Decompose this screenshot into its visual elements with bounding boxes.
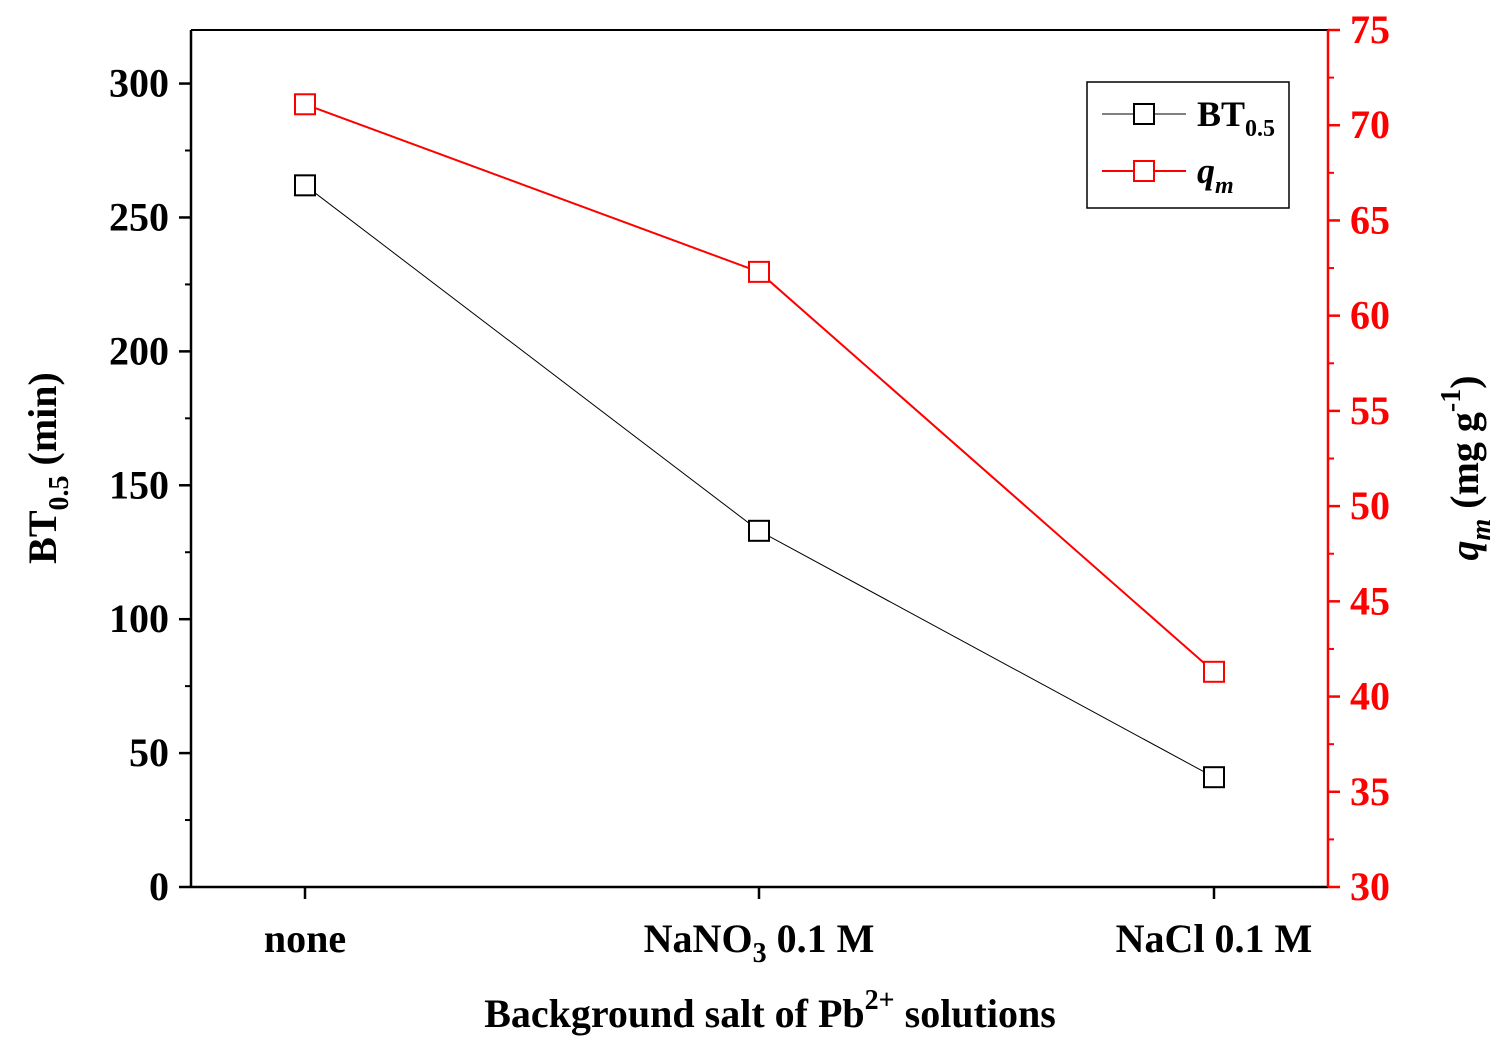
legend: BT0.5 qm: [1086, 81, 1290, 209]
series-line-2: [304, 103, 1215, 673]
category-text: NaCl 0.1 M: [1116, 916, 1313, 961]
y-axis-right-title: qm (mg g-1): [1436, 375, 1497, 560]
legend-box: [1086, 81, 1290, 209]
category-text: NaNO: [644, 916, 753, 961]
y-left-tick-label: 250: [109, 194, 169, 239]
y-right-tick-label: 75: [1350, 7, 1390, 52]
x-category-label: none: [264, 916, 346, 961]
series-layer: [294, 93, 1225, 789]
series-2-point: [294, 93, 316, 116]
x-axis-title-text: Background salt of Pb: [484, 991, 864, 1036]
legend-marker-1: [1133, 103, 1155, 125]
y-right-tick-label: 45: [1350, 578, 1390, 623]
series-2-point: [1203, 660, 1225, 683]
y-left-title-subscript: 0.5: [44, 475, 75, 510]
y-right-tick-label: 40: [1350, 674, 1390, 719]
y-left-tick-label: 50: [129, 730, 169, 775]
legend-marker-2: [1133, 160, 1155, 182]
series-2-point: [748, 260, 770, 283]
y-right-title-rest: (mg g: [1442, 412, 1487, 519]
legend-label-base: BT: [1197, 94, 1245, 134]
y-right-tick-label: 70: [1350, 102, 1390, 147]
y-right-title-end: ): [1442, 375, 1487, 388]
y-right-tick-label: 30: [1350, 864, 1390, 909]
y-right-title-subscript: m: [1466, 519, 1497, 541]
category-subscript: 3: [753, 938, 767, 969]
axis-titles: Background salt of Pb2+ solutions BT0.5 (…: [20, 372, 1497, 1036]
category-text-rest: 0.1 M: [767, 916, 875, 961]
axes: 0 50 100 150 200 250 300 30 35 40 45 50 55 60 65 70 75 no…: [109, 7, 1390, 969]
y-left-title-text: BT: [20, 510, 65, 564]
series-1-point: [1203, 766, 1225, 789]
y-left-tick-label: 150: [109, 462, 169, 507]
y-right-tick-label: 60: [1350, 293, 1390, 338]
x-category-label: NaCl 0.1 M: [1116, 916, 1313, 961]
series-1-point: [294, 174, 316, 197]
y-left-tick-label: 100: [109, 596, 169, 641]
legend-label-1: BT0.5: [1197, 94, 1275, 142]
category-text: none: [264, 916, 346, 961]
y-left-tick-label: 200: [109, 328, 169, 373]
y-right-title-symbol: q: [1442, 541, 1487, 561]
y-right-tick-label: 50: [1350, 483, 1390, 528]
y-right-title-superscript: -1: [1436, 389, 1467, 412]
x-axis-title-rest: solutions: [895, 991, 1056, 1036]
x-axis-title-superscript: 2+: [865, 985, 895, 1016]
legend-label-subscript: m: [1215, 173, 1234, 199]
x-category-label: NaNO3 0.1 M: [644, 916, 875, 969]
y-right-tick-label: 65: [1350, 197, 1390, 242]
y-right-tick-label: 55: [1350, 388, 1390, 433]
legend-label-base: q: [1197, 151, 1215, 191]
y-left-title-rest: (min): [20, 372, 65, 475]
y-left-tick-label: 0: [149, 864, 169, 909]
legend-label-subscript: 0.5: [1245, 116, 1275, 142]
y-right-tick-label: 35: [1350, 769, 1390, 814]
series-1-point: [748, 519, 770, 542]
y-axis-left-title: BT0.5 (min): [20, 372, 75, 564]
x-axis-title: Background salt of Pb2+ solutions: [484, 985, 1056, 1036]
y-left-tick-label: 300: [109, 61, 169, 106]
legend-label-2: qm: [1197, 151, 1234, 199]
